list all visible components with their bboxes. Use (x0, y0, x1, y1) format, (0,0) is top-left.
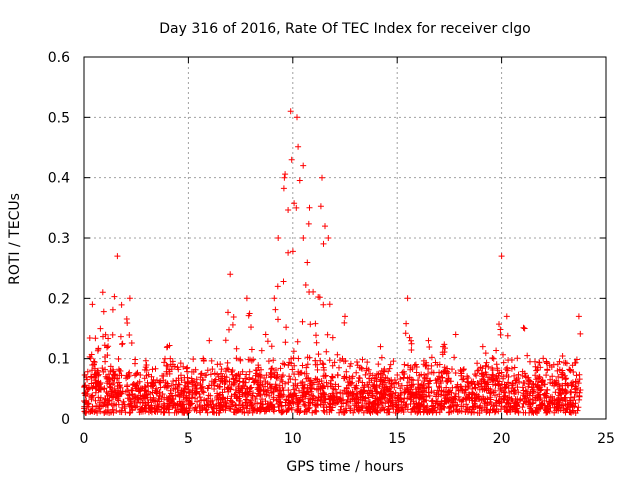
y-tick-label: 0.4 (48, 171, 70, 187)
x-tick-label: 15 (388, 431, 406, 447)
axes: 0 5 10 15 20 25 0 0.1 0.2 0.3 0.4 0.5 0.6 (48, 50, 615, 447)
y-tick-label: 0 (61, 412, 70, 428)
x-tick-label: 10 (284, 431, 302, 447)
y-tick-label: 0.5 (48, 110, 70, 126)
y-axis-title: ROTI / TECUs (7, 193, 23, 285)
y-tick-label: 0.3 (48, 231, 70, 247)
series-roti-markers (81, 108, 584, 416)
x-tick-label: 0 (80, 431, 89, 447)
x-tick-label: 5 (184, 431, 193, 447)
grid-layer (84, 57, 606, 419)
y-tick-label: 0.1 (48, 352, 70, 368)
chart-title: Day 316 of 2016, Rate Of TEC Index for r… (159, 21, 530, 37)
y-tick-label: 0.6 (48, 50, 70, 66)
x-axis-title: GPS time / hours (286, 459, 403, 475)
data-points (81, 108, 584, 416)
x-tick-label: 25 (597, 431, 615, 447)
y-tick-label: 0.2 (48, 291, 70, 307)
x-tick-label: 20 (493, 431, 511, 447)
